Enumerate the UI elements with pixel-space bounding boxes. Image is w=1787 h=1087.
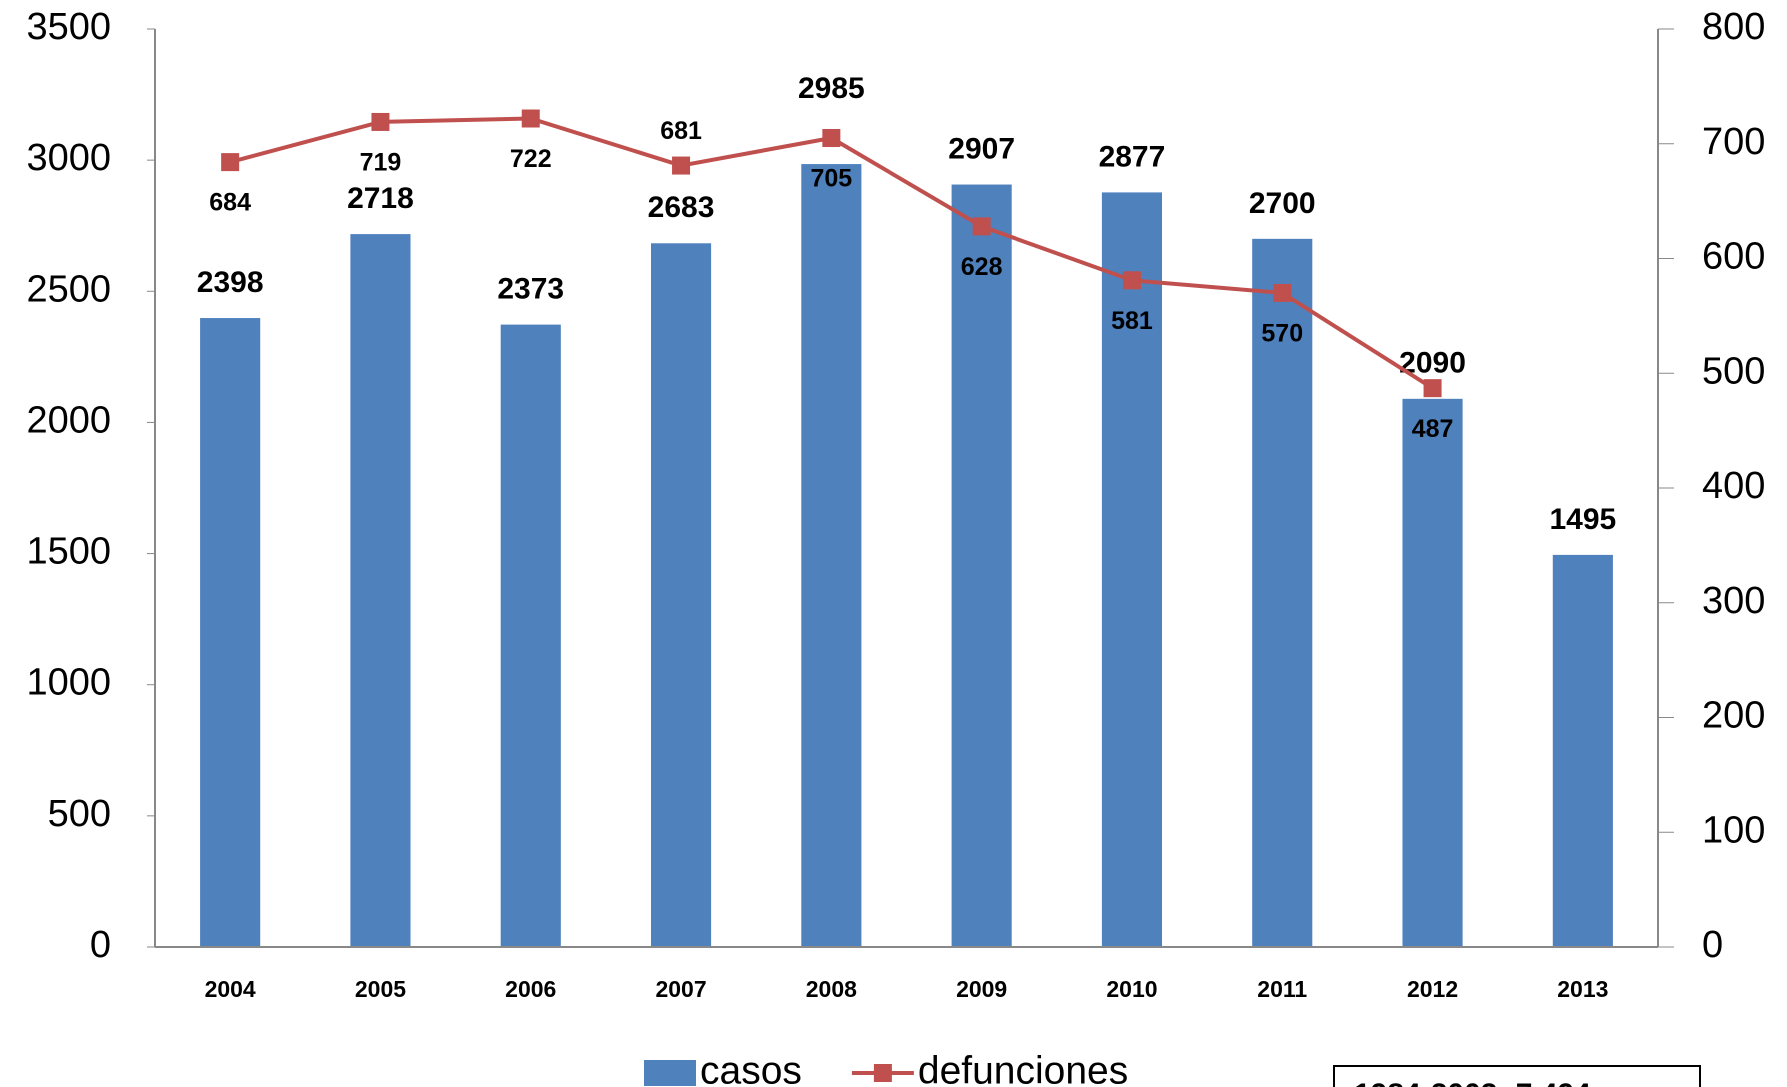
line-label: 719 [360,149,402,177]
y2-tick-label: 0 [1702,924,1723,966]
line-label: 487 [1412,415,1454,443]
line-label: 722 [510,145,552,173]
line-marker [1273,283,1292,302]
bar-label: 2907 [948,132,1015,165]
line-label: 681 [660,117,702,145]
bar-label: 2683 [648,191,715,224]
legend-marker [873,1064,892,1082]
x-tick-label: 2011 [1257,976,1307,1002]
x-tick-label: 2005 [355,976,406,1002]
y-tick-label: 0 [90,924,111,966]
annotation-box [1333,1065,1701,1087]
x-tick-label: 2010 [1106,976,1157,1002]
line-label: 705 [810,165,852,193]
bar [951,184,1012,948]
y2-tick-label: 200 [1702,695,1765,737]
bar-label: 2700 [1249,187,1316,220]
line-marker [521,109,540,128]
bar [1552,554,1613,947]
bar-label: 2373 [497,273,564,306]
line-marker [1423,379,1442,398]
line-label: 628 [961,253,1003,281]
line-marker [221,153,240,172]
line-label: 684 [209,189,251,217]
legend-swatch [644,1060,696,1086]
line-marker [672,156,691,175]
bar [650,243,712,948]
y-tick-label: 2500 [26,268,111,310]
y2-tick-label: 300 [1702,580,1765,622]
y-tick-label: 1500 [26,531,111,573]
y2-tick-label: 700 [1702,121,1765,163]
bar [801,164,862,947]
line-label: 581 [1111,307,1153,335]
y-tick-label: 500 [48,793,111,835]
line-marker [822,129,841,148]
bar [350,234,411,947]
x-tick-label: 2009 [956,976,1007,1002]
bar [1101,192,1163,948]
legend-label: casos [700,1049,802,1087]
legend-label: defunciones [918,1049,1128,1087]
y-tick-label: 3000 [26,137,111,179]
line-marker [371,112,390,131]
bar [1252,238,1313,948]
x-tick-label: 2006 [505,976,556,1002]
y-tick-label: 3500 [26,6,111,48]
y2-tick-label: 500 [1702,350,1765,392]
bar-label: 2398 [197,266,264,299]
x-tick-label: 2007 [655,976,706,1002]
bar-label: 1495 [1549,503,1616,536]
bar-label: 2985 [798,72,865,105]
x-tick-label: 2012 [1407,976,1458,1002]
bar-label: 2877 [1099,140,1166,173]
y2-tick-label: 800 [1702,6,1765,48]
x-tick-label: 2013 [1557,976,1608,1002]
line-label: 570 [1261,320,1303,348]
y2-tick-label: 100 [1702,809,1765,851]
bar [1402,398,1463,947]
y-tick-label: 2000 [26,399,111,441]
line-marker [1122,271,1141,290]
y-tick-label: 1000 [26,662,111,704]
bar [200,318,261,948]
bar-label: 2718 [347,182,414,215]
line-marker [972,217,991,236]
x-tick-label: 2004 [205,976,256,1002]
x-tick-label: 2008 [806,976,857,1002]
y2-tick-label: 600 [1702,236,1765,278]
y2-tick-label: 400 [1702,465,1765,507]
bar [500,324,561,947]
